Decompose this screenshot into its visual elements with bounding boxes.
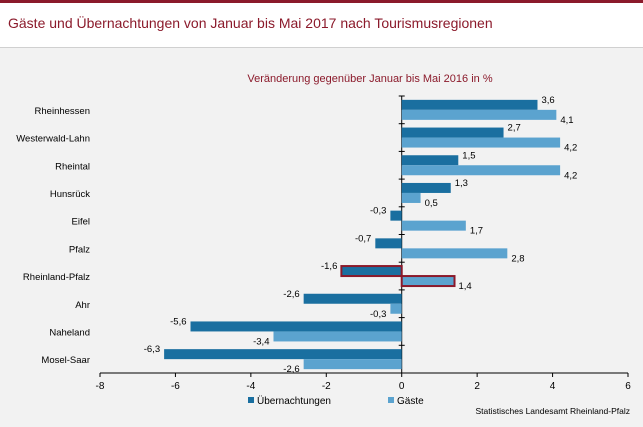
value-label-uebernachtungen: -0,3	[370, 206, 386, 217]
category-label: Rheinland-Pfalz	[23, 272, 90, 283]
value-label-gaeste: 4,2	[564, 170, 577, 181]
value-label-uebernachtungen: 1,3	[455, 178, 468, 189]
bar-gaeste	[401, 137, 561, 148]
value-label-uebernachtungen: -6,3	[144, 344, 160, 355]
x-tick-label: 2	[474, 381, 480, 392]
bar-uebernachtungen	[164, 349, 402, 360]
legend-swatch-uebernachtungen	[248, 397, 254, 403]
x-tick-label: 4	[550, 381, 556, 392]
value-label-uebernachtungen: -0,7	[355, 233, 371, 244]
category-label: Hunsrück	[50, 189, 90, 200]
value-label-uebernachtungen: 1,5	[462, 150, 475, 161]
bar-uebernachtungen	[390, 210, 402, 221]
value-label-gaeste: 2,8	[511, 253, 524, 264]
category-label: Mosel-Saar	[41, 355, 90, 366]
x-tick-label: -8	[96, 381, 105, 392]
bar-gaeste	[273, 331, 402, 342]
legend-label-gaeste: Gäste	[397, 396, 424, 407]
chart-subtitle: Veränderung gegenüber Januar bis Mai 201…	[247, 73, 492, 85]
header: Gäste und Übernachtungen von Januar bis …	[0, 3, 643, 47]
top-rule	[0, 0, 643, 3]
category-label: Eifel	[72, 217, 90, 228]
legend-swatch-gaeste	[388, 397, 394, 403]
bar-uebernachtungen	[340, 265, 403, 278]
value-label-gaeste: -2,6	[283, 364, 299, 375]
value-label-gaeste: -0,3	[370, 309, 386, 320]
bar-gaeste	[401, 165, 561, 176]
x-tick-label: -4	[246, 381, 255, 392]
bar-gaeste	[401, 220, 466, 231]
chart-area: Veränderung gegenüber Januar bis Mai 201…	[0, 48, 643, 422]
category-label: Ahr	[75, 300, 90, 311]
value-label-uebernachtungen: -5,6	[170, 316, 186, 327]
bar-gaeste	[401, 248, 508, 259]
value-label-gaeste: 1,4	[459, 281, 472, 292]
legend-label-uebernachtungen: Übernachtungen	[257, 395, 331, 407]
header-divider	[0, 47, 643, 48]
bar-uebernachtungen	[401, 127, 504, 138]
bar-uebernachtungen	[401, 99, 538, 110]
value-label-gaeste: 4,1	[560, 115, 573, 126]
category-label: Pfalz	[69, 244, 90, 255]
chart-title: Gäste und Übernachtungen von Januar bis …	[8, 15, 493, 31]
category-label: Westerwald-Lahn	[16, 134, 90, 145]
bar-uebernachtungen	[303, 293, 402, 304]
value-label-uebernachtungen: -2,6	[283, 289, 299, 300]
category-label: Rheintal	[55, 161, 90, 172]
bar-uebernachtungen	[401, 155, 459, 166]
bar-uebernachtungen	[190, 321, 402, 332]
bar-uebernachtungen	[401, 182, 451, 193]
bar-gaeste	[390, 303, 402, 314]
value-label-gaeste: 0,5	[425, 198, 438, 209]
bar-chart: Veränderung gegenüber Januar bis Mai 201…	[16, 73, 631, 416]
x-tick-label: -6	[171, 381, 180, 392]
value-label-gaeste: 1,7	[470, 226, 483, 237]
source-note: Statistisches Landesamt Rheinland-Pfalz	[476, 406, 631, 416]
category-label: Naheland	[49, 327, 90, 338]
value-label-uebernachtungen: -1,6	[321, 261, 337, 272]
value-label-gaeste: -3,4	[253, 336, 269, 347]
x-tick-label: -2	[322, 381, 331, 392]
category-label: Rheinhessen	[35, 106, 90, 117]
x-tick-label: 6	[625, 381, 631, 392]
value-label-uebernachtungen: 3,6	[541, 95, 554, 106]
value-label-gaeste: 4,2	[564, 143, 577, 154]
bar-gaeste	[400, 275, 456, 288]
bar-gaeste	[303, 359, 402, 370]
bar-uebernachtungen	[375, 238, 402, 249]
bar-gaeste	[401, 192, 421, 203]
bar-gaeste	[401, 109, 557, 120]
value-label-uebernachtungen: 2,7	[508, 123, 521, 134]
x-tick-label: 0	[399, 381, 405, 392]
